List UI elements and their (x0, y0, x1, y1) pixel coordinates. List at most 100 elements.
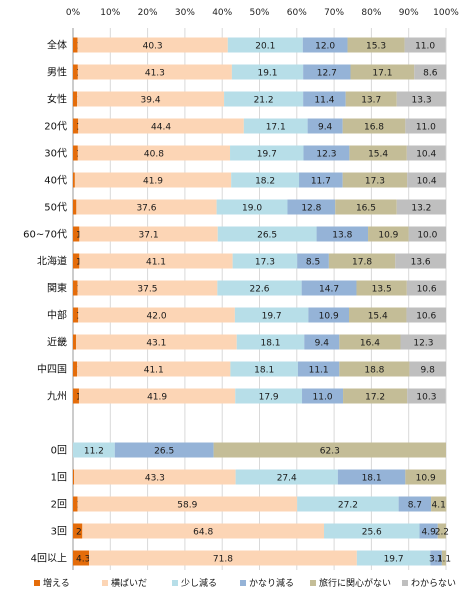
x-tick-label: 40% (212, 8, 232, 18)
bar-segment (78, 307, 235, 323)
legend-swatch (402, 580, 408, 586)
x-tick-label: 60% (287, 8, 307, 18)
category-label: 北海道 (37, 255, 67, 268)
bar-segment (73, 307, 79, 323)
data-label: 10.3 (416, 393, 436, 403)
bar-segment (73, 199, 77, 215)
data-label: 41.1 (146, 258, 166, 268)
data-label: 13.6 (411, 258, 431, 268)
bar-segment (404, 37, 446, 53)
data-label: 62.3 (320, 447, 340, 457)
bar-segment (77, 91, 225, 107)
bar-segment (73, 280, 78, 296)
bar-segment (349, 307, 407, 323)
x-tick-label: 100% (433, 8, 459, 18)
data-label: 19.7 (262, 312, 282, 322)
bar-segment (396, 199, 446, 215)
bar-segment (395, 253, 446, 269)
bar-segment (406, 307, 446, 323)
category-label: 30代 (44, 148, 67, 160)
data-label: 15.4 (368, 312, 388, 322)
data-label: 27.2 (338, 501, 358, 511)
data-label: 27.4 (277, 474, 297, 484)
bar-segment (78, 388, 236, 404)
bar-segment (224, 91, 304, 107)
bar-segment (73, 64, 78, 80)
bar-segment (74, 469, 236, 485)
bar-segment (324, 523, 420, 539)
data-label: 17.9 (259, 393, 279, 403)
data-label: 41.1 (144, 366, 164, 376)
category-label: 4回以上 (31, 553, 67, 565)
data-label: 8.5 (306, 258, 320, 268)
data-label: 15.4 (368, 150, 388, 160)
bar-segment (335, 199, 397, 215)
category-label: 中四国 (37, 363, 67, 376)
bar-segment (339, 361, 410, 377)
data-label: 13.3 (412, 96, 432, 106)
x-tick-label: 70% (324, 8, 344, 18)
legend-label: わからない (411, 578, 456, 589)
bar-segment (339, 334, 401, 350)
data-label: 11.2 (84, 447, 104, 457)
data-label: 10.9 (378, 231, 398, 241)
legend-label: 横ばいだ (111, 577, 147, 589)
data-label: 37.5 (137, 285, 157, 295)
bar-segment (234, 307, 309, 323)
data-label: 4.9 (421, 528, 436, 538)
data-label: 16.5 (356, 204, 376, 214)
bar-segment (73, 550, 90, 566)
data-label: 12.3 (316, 150, 336, 160)
bar-segment (437, 523, 446, 539)
bar-segment (232, 253, 298, 269)
data-label: 10.6 (417, 285, 437, 295)
bar-segment (77, 361, 231, 377)
bar-segment (231, 64, 304, 80)
category-label: 中部 (47, 309, 67, 322)
bar-segment (419, 523, 438, 539)
data-label: 18.1 (254, 366, 274, 376)
bar-segment (400, 334, 447, 350)
category-label: 女性 (47, 93, 67, 106)
data-label: 4.3 (76, 555, 90, 565)
bar-segment (308, 307, 350, 323)
category-label: 50代 (44, 202, 67, 214)
bar-segment (303, 91, 346, 107)
data-label: 17.8 (352, 258, 372, 268)
x-tick-label: 30% (175, 8, 195, 18)
x-tick-label: 80% (361, 8, 381, 18)
data-label: 39.4 (141, 96, 161, 106)
data-label: 26.5 (154, 447, 174, 457)
legend-swatch (172, 580, 178, 586)
bar-segment (303, 145, 350, 161)
x-tick-label: 20% (138, 8, 158, 18)
x-tick-label: 10% (100, 8, 120, 18)
data-label: 9.4 (315, 339, 330, 349)
x-tick-label: 90% (399, 8, 419, 18)
bar-segment (77, 496, 298, 512)
data-label: 71.8 (213, 555, 233, 565)
data-label: 13.5 (372, 285, 392, 295)
bar-segment (77, 280, 218, 296)
data-label: 22.6 (249, 285, 269, 295)
bar-segment (73, 388, 79, 404)
data-label: 11.0 (416, 123, 436, 133)
bar-segment (303, 64, 351, 80)
category-label: 3回 (51, 526, 67, 538)
data-label: 43.1 (146, 339, 166, 349)
data-label: 13.8 (332, 231, 352, 241)
data-label: 10.9 (319, 312, 339, 322)
bar-segment (409, 361, 446, 377)
category-label: 20代 (44, 121, 67, 133)
bar-segment (77, 37, 228, 53)
bar-segment (302, 37, 348, 53)
data-label: 10.0 (417, 231, 437, 241)
data-label: 37.6 (136, 204, 156, 214)
bar-segment (217, 280, 302, 296)
bar-segment (345, 91, 397, 107)
bar-segment (73, 91, 78, 107)
legend-swatch (310, 580, 316, 586)
bar-segment (75, 334, 237, 350)
bar-segment (227, 37, 303, 53)
